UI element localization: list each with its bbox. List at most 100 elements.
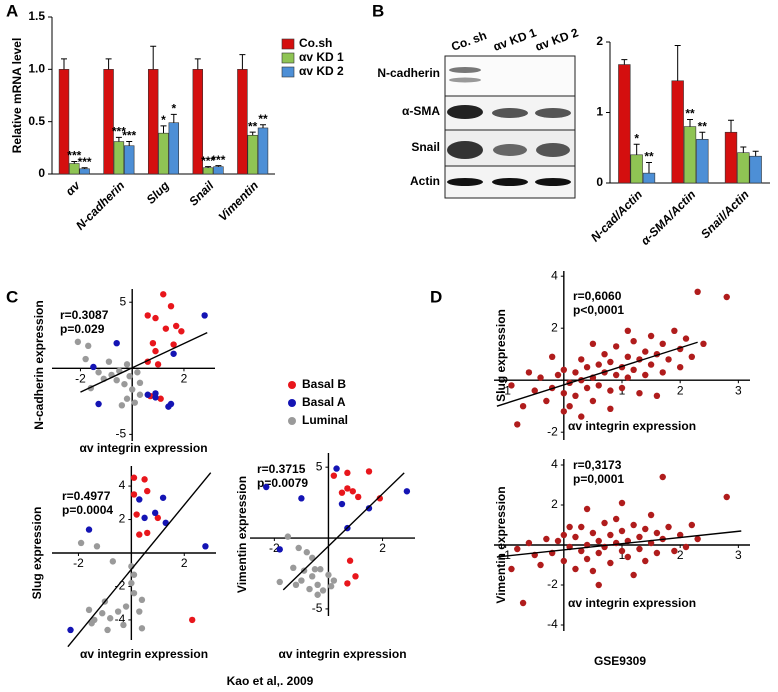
- point: [682, 543, 690, 551]
- x-tick-label: -2: [73, 556, 84, 570]
- point: [365, 505, 373, 512]
- point: [403, 488, 411, 495]
- point: [572, 533, 579, 541]
- error-bar: [71, 160, 78, 164]
- point: [309, 573, 316, 580]
- legend-marker: [288, 417, 296, 425]
- caption: GSE9309: [594, 654, 646, 668]
- point: [152, 314, 159, 322]
- point: [74, 338, 82, 346]
- point: [144, 529, 151, 537]
- point: [85, 526, 93, 533]
- point: [136, 391, 144, 398]
- error-bar: [645, 162, 652, 174]
- y-tick-label: -4: [115, 612, 126, 626]
- point: [630, 571, 637, 579]
- bar: [737, 152, 750, 184]
- bar: [630, 154, 643, 184]
- point: [560, 408, 568, 415]
- error-bar: [205, 166, 212, 168]
- legend-marker: [288, 399, 296, 407]
- point: [618, 527, 626, 535]
- point: [292, 581, 300, 589]
- y-tick-label: 1.5: [28, 9, 45, 23]
- point: [636, 390, 643, 397]
- x-tick-label: α-SMA/Actin: [638, 187, 698, 247]
- point: [624, 553, 632, 561]
- blot-row-label: N-cadherin: [377, 66, 440, 80]
- y-axis-label: Slug expression: [30, 507, 44, 600]
- point: [583, 505, 591, 513]
- panel-label: C: [6, 287, 18, 306]
- point: [589, 567, 597, 575]
- point: [601, 351, 608, 358]
- y-tick-label: -5: [116, 427, 127, 441]
- point: [659, 369, 666, 376]
- point: [589, 340, 597, 347]
- bar: [158, 132, 169, 175]
- error-bar: [699, 131, 706, 140]
- point: [653, 549, 661, 557]
- point: [344, 469, 351, 477]
- point: [130, 491, 138, 498]
- error-bar: [728, 119, 735, 133]
- error-bar: [674, 45, 681, 81]
- point: [344, 580, 351, 587]
- legend-swatch: [281, 66, 295, 78]
- point: [694, 535, 701, 543]
- point: [595, 537, 602, 545]
- point: [141, 514, 148, 522]
- bar: [247, 134, 258, 175]
- point: [607, 358, 614, 366]
- x-tick-label: -1: [500, 383, 511, 397]
- y-axis-label: Slug expression: [494, 309, 508, 402]
- point: [136, 531, 143, 538]
- significance-label: ***: [211, 153, 225, 167]
- point: [578, 356, 585, 363]
- point: [537, 561, 544, 569]
- error-bar: [633, 143, 640, 155]
- bar: [696, 138, 709, 184]
- y-tick-label: 1: [596, 105, 603, 119]
- point: [122, 603, 130, 610]
- annotation: p=0.029: [60, 322, 105, 336]
- point: [77, 539, 85, 547]
- caption: Kao et al,. 2009: [227, 674, 314, 688]
- point: [583, 364, 591, 371]
- point: [601, 519, 608, 527]
- point: [723, 493, 730, 501]
- point: [346, 557, 354, 564]
- y-tick-label: -2: [115, 579, 126, 593]
- y-tick-label: 0: [596, 175, 603, 189]
- point: [642, 525, 649, 533]
- point: [134, 369, 141, 376]
- bar: [724, 131, 738, 184]
- point: [99, 610, 106, 617]
- y-tick-label: -2: [547, 577, 558, 591]
- point: [303, 549, 311, 556]
- point: [612, 371, 620, 379]
- significance-label: ***: [78, 155, 92, 169]
- x-tick-label: Snail: [186, 178, 217, 209]
- point: [376, 495, 384, 502]
- point: [624, 374, 632, 381]
- x-axis-label: αv integrin expression: [568, 596, 696, 610]
- point: [130, 589, 138, 597]
- y-tick-label: -2: [547, 424, 558, 438]
- x-axis-label: αv integrin expression: [79, 441, 207, 455]
- point: [700, 340, 707, 347]
- point: [671, 327, 678, 334]
- point: [167, 302, 175, 310]
- annotation: p=0.0004: [62, 503, 113, 517]
- x-tick-label: 3: [735, 383, 742, 397]
- point: [121, 380, 128, 388]
- point: [525, 539, 533, 547]
- point: [349, 488, 356, 495]
- point: [365, 468, 373, 475]
- point: [104, 626, 111, 634]
- y-axis-label: Vimentin expression: [235, 476, 249, 593]
- point: [188, 616, 196, 624]
- point: [607, 531, 614, 539]
- point: [618, 499, 626, 507]
